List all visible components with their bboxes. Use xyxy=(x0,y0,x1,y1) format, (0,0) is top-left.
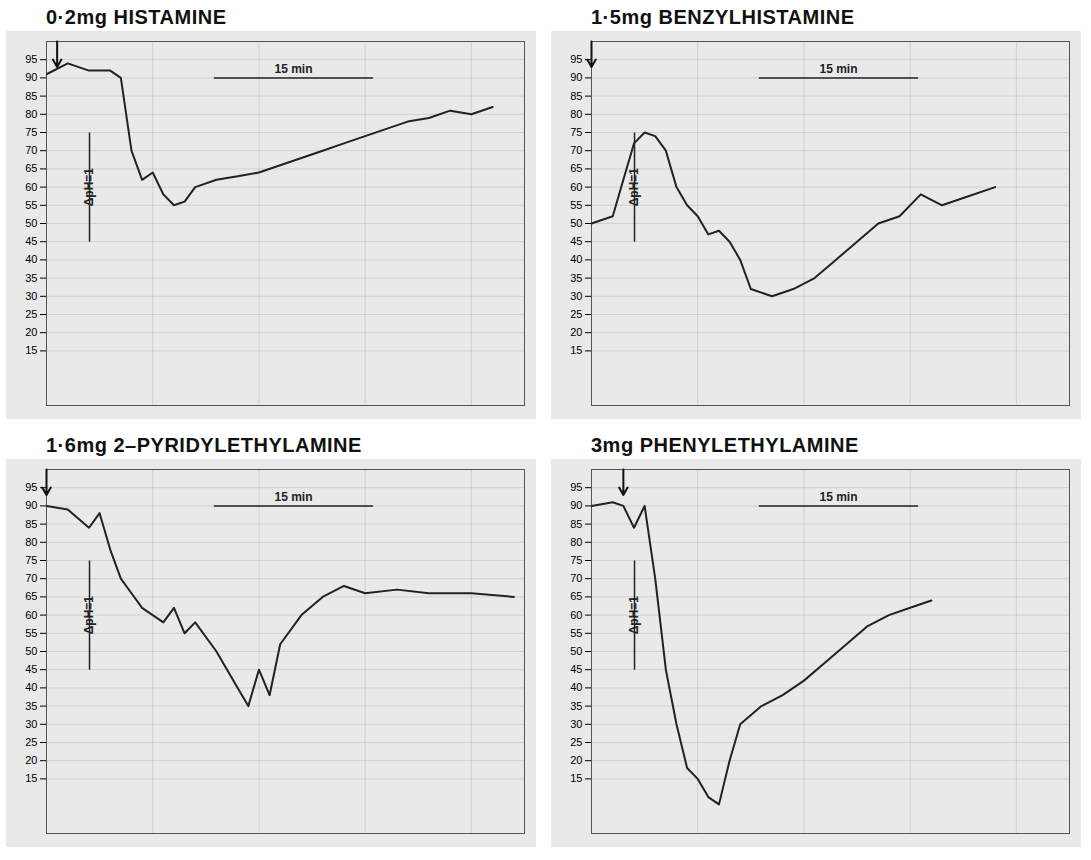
svg-text:60: 60 xyxy=(25,181,37,193)
svg-text:15 min: 15 min xyxy=(819,62,857,76)
svg-text:15 min: 15 min xyxy=(819,490,857,504)
svg-text:95: 95 xyxy=(25,481,37,493)
svg-text:70: 70 xyxy=(25,572,37,584)
svg-text:90: 90 xyxy=(570,499,582,511)
svg-text:35: 35 xyxy=(570,272,582,284)
svg-text:35: 35 xyxy=(570,700,582,712)
svg-text:50: 50 xyxy=(570,645,582,657)
svg-text:80: 80 xyxy=(570,536,582,548)
svg-text:15: 15 xyxy=(25,772,37,784)
svg-text:15: 15 xyxy=(570,772,582,784)
svg-text:85: 85 xyxy=(570,90,582,102)
svg-text:ΔpH=1: ΔpH=1 xyxy=(627,168,641,207)
svg-text:ΔpH=1: ΔpH=1 xyxy=(82,596,96,635)
html-text:1·6mg 2–PYRIDYLETHYLAMINE: 1·6mg 2–PYRIDYLETHYLAMINE xyxy=(46,434,362,456)
svg-text:95: 95 xyxy=(25,53,37,65)
svg-text:15: 15 xyxy=(25,344,37,356)
svg-text:45: 45 xyxy=(570,663,582,675)
html-text:1·5mg BENZYLHISTAMINE: 1·5mg BENZYLHISTAMINE xyxy=(591,6,855,28)
svg-text:55: 55 xyxy=(25,627,37,639)
svg-text:75: 75 xyxy=(25,554,37,566)
svg-text:95: 95 xyxy=(570,481,582,493)
svg-text:ΔpH=1: ΔpH=1 xyxy=(82,168,96,207)
svg-text:55: 55 xyxy=(570,199,582,211)
svg-text:35: 35 xyxy=(25,272,37,284)
svg-text:30: 30 xyxy=(25,718,37,730)
svg-text:80: 80 xyxy=(25,536,37,548)
svg-text:45: 45 xyxy=(25,663,37,675)
html-text:0·2mg HISTAMINE: 0·2mg HISTAMINE xyxy=(46,6,227,28)
svg-text:25: 25 xyxy=(570,736,582,748)
svg-text:30: 30 xyxy=(570,290,582,302)
svg-text:45: 45 xyxy=(25,235,37,247)
svg-text:75: 75 xyxy=(570,126,582,138)
svg-text:95: 95 xyxy=(570,53,582,65)
svg-text:90: 90 xyxy=(25,71,37,83)
svg-text:40: 40 xyxy=(25,681,37,693)
svg-text:20: 20 xyxy=(570,326,582,338)
svg-text:50: 50 xyxy=(25,645,37,657)
svg-text:50: 50 xyxy=(570,217,582,229)
svg-text:35: 35 xyxy=(25,700,37,712)
svg-text:15 min: 15 min xyxy=(274,490,312,504)
svg-text:15: 15 xyxy=(570,344,582,356)
svg-text:55: 55 xyxy=(25,199,37,211)
svg-text:65: 65 xyxy=(25,162,37,174)
svg-text:75: 75 xyxy=(25,126,37,138)
svg-text:80: 80 xyxy=(570,108,582,120)
svg-text:60: 60 xyxy=(570,181,582,193)
svg-text:65: 65 xyxy=(570,162,582,174)
svg-text:70: 70 xyxy=(25,144,37,156)
svg-text:90: 90 xyxy=(570,71,582,83)
svg-text:85: 85 xyxy=(570,518,582,530)
svg-text:15 min: 15 min xyxy=(274,62,312,76)
svg-text:25: 25 xyxy=(25,736,37,748)
svg-text:70: 70 xyxy=(570,572,582,584)
svg-text:65: 65 xyxy=(25,590,37,602)
svg-text:20: 20 xyxy=(570,754,582,766)
svg-text:90: 90 xyxy=(25,499,37,511)
svg-text:ΔpH=1: ΔpH=1 xyxy=(627,596,641,635)
svg-text:85: 85 xyxy=(25,90,37,102)
svg-text:55: 55 xyxy=(570,627,582,639)
svg-text:45: 45 xyxy=(570,235,582,247)
svg-text:40: 40 xyxy=(25,253,37,265)
svg-text:20: 20 xyxy=(25,754,37,766)
svg-text:30: 30 xyxy=(570,718,582,730)
svg-text:40: 40 xyxy=(570,253,582,265)
svg-text:60: 60 xyxy=(25,609,37,621)
svg-text:80: 80 xyxy=(25,108,37,120)
svg-text:70: 70 xyxy=(570,144,582,156)
svg-text:85: 85 xyxy=(25,518,37,530)
svg-text:25: 25 xyxy=(570,308,582,320)
svg-text:25: 25 xyxy=(25,308,37,320)
svg-text:75: 75 xyxy=(570,554,582,566)
svg-text:60: 60 xyxy=(570,609,582,621)
svg-text:20: 20 xyxy=(25,326,37,338)
svg-text:40: 40 xyxy=(570,681,582,693)
svg-text:30: 30 xyxy=(25,290,37,302)
svg-text:65: 65 xyxy=(570,590,582,602)
html-text:3mg PHENYLETHYLAMINE: 3mg PHENYLETHYLAMINE xyxy=(591,434,859,456)
svg-text:50: 50 xyxy=(25,217,37,229)
